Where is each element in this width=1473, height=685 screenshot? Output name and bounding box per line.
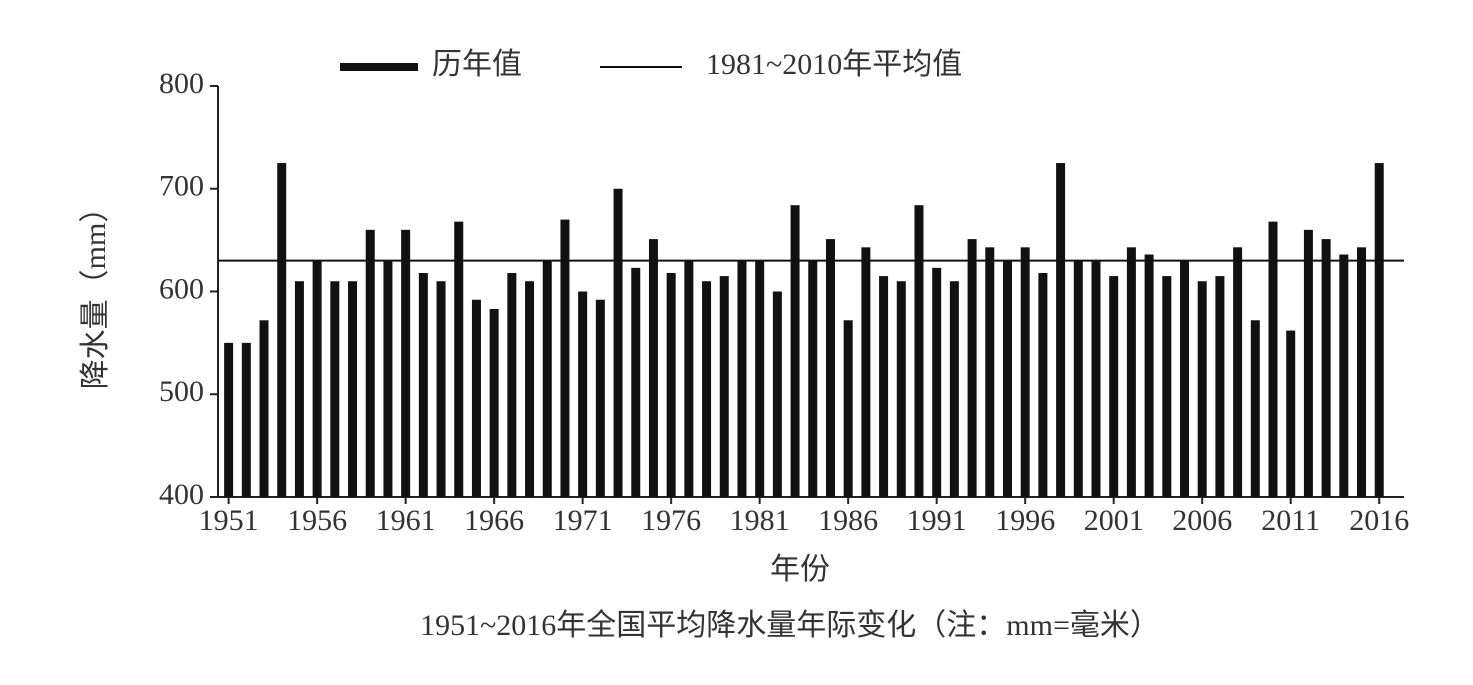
- bar: [702, 281, 712, 497]
- bar: [312, 260, 322, 497]
- bar: [241, 342, 251, 497]
- bar: [560, 219, 570, 497]
- bar: [507, 273, 517, 497]
- bar: [896, 281, 906, 497]
- bar: [613, 188, 623, 497]
- bar: [648, 239, 658, 497]
- x-tick-label: 1956: [287, 504, 347, 537]
- bar: [489, 308, 499, 497]
- bar: [755, 260, 765, 497]
- y-tick-label: 800: [159, 67, 204, 100]
- bar: [1180, 260, 1190, 497]
- bar: [843, 320, 853, 497]
- bar: [1056, 163, 1066, 497]
- bar: [1233, 247, 1243, 497]
- x-tick-label: 1961: [376, 504, 436, 537]
- bar: [348, 281, 358, 497]
- y-tick-label: 600: [159, 272, 204, 305]
- bar: [1357, 247, 1367, 497]
- bar: [772, 291, 782, 497]
- bar: [666, 273, 676, 497]
- bar: [967, 239, 977, 497]
- bar: [631, 267, 641, 497]
- bar: [1073, 260, 1083, 497]
- bar: [330, 281, 340, 497]
- legend-label: 历年值: [432, 48, 522, 81]
- bar: [861, 247, 871, 497]
- bar: [595, 299, 605, 497]
- bar: [985, 247, 995, 497]
- bar: [1126, 247, 1136, 497]
- x-axis-label: 年份: [770, 553, 830, 586]
- x-tick-label: 1971: [553, 504, 613, 537]
- chart-caption: 1951~2016年全国平均降水量年际变化（注：mm=毫米）: [420, 609, 1160, 642]
- bar: [1250, 320, 1260, 497]
- bar: [224, 342, 234, 497]
- bar: [1374, 163, 1384, 497]
- y-tick-label: 500: [159, 375, 204, 408]
- y-tick-label: 400: [159, 478, 204, 511]
- bar: [932, 267, 942, 497]
- bar: [1268, 221, 1278, 497]
- bar: [1109, 276, 1119, 497]
- x-tick-label: 1966: [464, 504, 524, 537]
- x-tick-label: 1991: [907, 504, 967, 537]
- bar: [1197, 281, 1207, 497]
- x-tick-label: 1976: [641, 504, 701, 537]
- bar: [277, 163, 287, 497]
- x-tick-label: 2001: [1084, 504, 1144, 537]
- legend-label: 1981~2010年平均值: [706, 48, 962, 81]
- bar: [365, 229, 375, 497]
- bar: [436, 281, 446, 497]
- bar: [1321, 239, 1331, 497]
- x-tick-label: 2011: [1261, 504, 1320, 537]
- bar: [879, 276, 889, 497]
- x-tick-label: 1986: [818, 504, 878, 537]
- bar: [825, 239, 835, 497]
- bar: [454, 221, 464, 497]
- bar: [1162, 276, 1172, 497]
- bar: [737, 260, 747, 497]
- bar: [949, 281, 959, 497]
- bar: [259, 320, 269, 497]
- bar: [471, 299, 481, 497]
- bar: [808, 260, 818, 497]
- bar: [383, 260, 393, 497]
- bar: [914, 205, 924, 497]
- x-tick-label: 2006: [1172, 504, 1232, 537]
- bar: [1020, 247, 1030, 497]
- x-tick-label: 1951: [199, 504, 259, 537]
- bar: [719, 276, 729, 497]
- x-tick-label: 2016: [1349, 504, 1409, 537]
- bar: [1038, 273, 1048, 497]
- bar: [1144, 254, 1154, 497]
- bar: [578, 291, 588, 497]
- x-tick-label: 1996: [995, 504, 1055, 537]
- bar: [1303, 229, 1313, 497]
- bar: [1002, 260, 1012, 497]
- y-axis-label: 降水量（mm）: [79, 193, 112, 390]
- bar: [418, 273, 428, 497]
- bar: [294, 281, 304, 497]
- y-tick-label: 700: [159, 170, 204, 203]
- bar: [1286, 330, 1296, 497]
- bar: [790, 205, 800, 497]
- bar: [542, 260, 552, 497]
- bar: [401, 229, 411, 497]
- bar: [525, 281, 535, 497]
- bar: [684, 260, 694, 497]
- bar: [1215, 276, 1225, 497]
- bar: [1091, 260, 1101, 497]
- x-tick-label: 1981: [730, 504, 790, 537]
- bar: [1339, 254, 1349, 497]
